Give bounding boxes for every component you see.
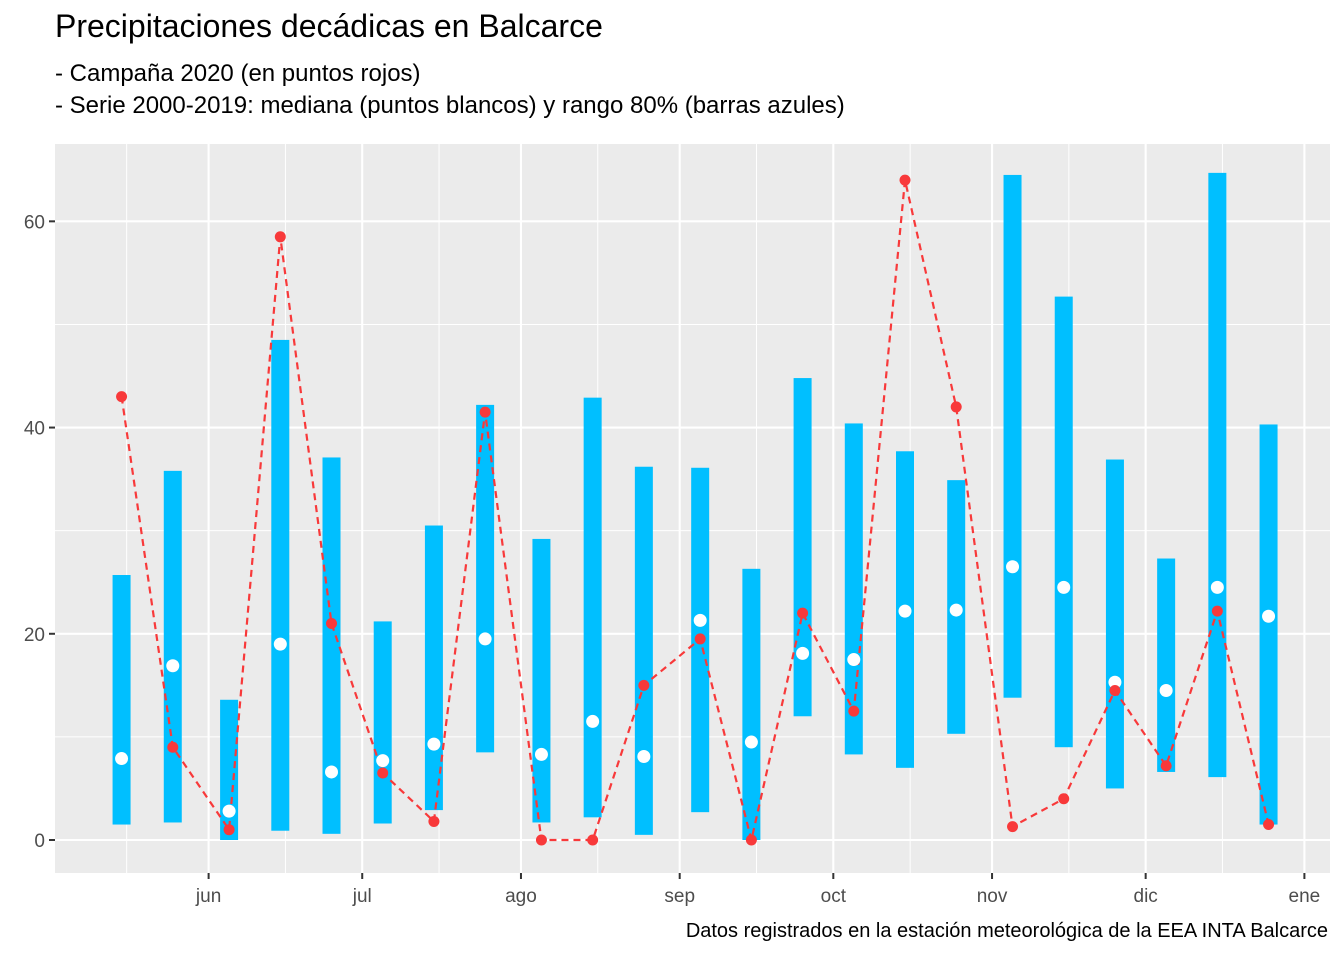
campaign-2020-point [848, 705, 860, 717]
range-bar [1259, 424, 1278, 825]
range-bar [322, 457, 341, 834]
campaign-2020-point [479, 406, 491, 418]
range-bar [1208, 172, 1227, 778]
y-tick-label: 60 [24, 212, 45, 233]
data-points [115, 174, 1276, 846]
median-point [115, 752, 129, 766]
x-tick-label: jun [195, 886, 221, 907]
campaign-2020-point [535, 834, 547, 846]
median-point [744, 735, 758, 749]
range-bar [532, 538, 551, 823]
range-bar [1003, 174, 1022, 698]
y-tick-label: 0 [34, 831, 45, 852]
x-tick-label: oct [821, 886, 847, 907]
median-point [273, 637, 287, 651]
median-point [586, 714, 600, 728]
range-bar [1105, 459, 1124, 789]
range-bar [844, 423, 863, 755]
range-bar [793, 378, 812, 717]
x-tick-label: ene [1289, 886, 1321, 907]
campaign-2020-point [1007, 821, 1019, 833]
campaign-2020-point [797, 607, 809, 619]
campaign-2020-point [638, 679, 650, 691]
median-point [325, 765, 339, 779]
x-tick-label: dic [1134, 886, 1158, 907]
median-point [478, 632, 492, 646]
median-point [1006, 560, 1020, 574]
campaign-2020-point [274, 231, 286, 243]
median-point [949, 603, 963, 617]
median-point [637, 749, 651, 763]
range-bar [1157, 558, 1176, 772]
y-tick-label: 40 [24, 419, 45, 440]
median-point [1057, 580, 1071, 594]
axes: 0 20 40 60 jun jul ago sep oct nov dic ene [24, 212, 1320, 907]
range-bar [634, 466, 653, 835]
median-point [1108, 675, 1122, 689]
median-point [847, 653, 861, 667]
campaign-2020-point [1263, 819, 1275, 831]
median-point [1262, 609, 1276, 623]
range-bar [163, 470, 182, 823]
campaign-2020-point [950, 401, 962, 413]
campaign-2020-point [223, 824, 235, 836]
campaign-2020-point [326, 617, 338, 629]
chart-subtitle-series: - Serie 2000-2019: mediana (puntos blanc… [55, 92, 845, 119]
campaign-2020-point [587, 834, 599, 846]
range-bar [271, 339, 290, 831]
y-tick-label: 20 [24, 625, 45, 646]
median-point [693, 613, 707, 627]
campaign-2020-point [428, 815, 440, 827]
x-tick-label: sep [664, 886, 695, 907]
campaign-2020-point [1160, 760, 1172, 772]
median-point [1159, 683, 1173, 697]
range-bar [1054, 296, 1073, 748]
chart-title: Precipitaciones decádicas en Balcarce [55, 8, 603, 44]
campaign-2020-point [899, 174, 911, 186]
campaign-2020-point [1058, 793, 1070, 805]
campaign-2020-point [167, 741, 179, 753]
median-point [534, 747, 548, 761]
median-point [427, 737, 441, 751]
median-point [166, 659, 180, 673]
campaign-2020-point [116, 391, 128, 403]
median-point [796, 646, 810, 660]
x-tick-label: ago [505, 886, 537, 907]
campaign-2020-point [377, 767, 389, 779]
range-bar [373, 621, 392, 824]
range-bar [583, 397, 602, 818]
range-bar [742, 568, 761, 841]
x-tick-label: nov [977, 886, 1008, 907]
campaign-2020-point [1211, 605, 1223, 617]
median-point [222, 804, 236, 818]
range-bar [424, 525, 443, 811]
campaign-2020-point [1109, 684, 1121, 696]
campaign-2020-point [745, 834, 757, 846]
x-tick-label: jul [352, 886, 372, 907]
chart-subtitle-campaign: - Campaña 2020 (en puntos rojos) [55, 60, 421, 87]
median-point [376, 754, 390, 768]
median-point [1210, 580, 1224, 594]
range-bar [112, 575, 131, 825]
chart-caption: Datos registrados en la estación meteoro… [685, 920, 1328, 942]
range-bar [476, 404, 495, 753]
median-point [898, 604, 912, 618]
range-bar [220, 699, 239, 841]
campaign-2020-point [694, 633, 706, 645]
